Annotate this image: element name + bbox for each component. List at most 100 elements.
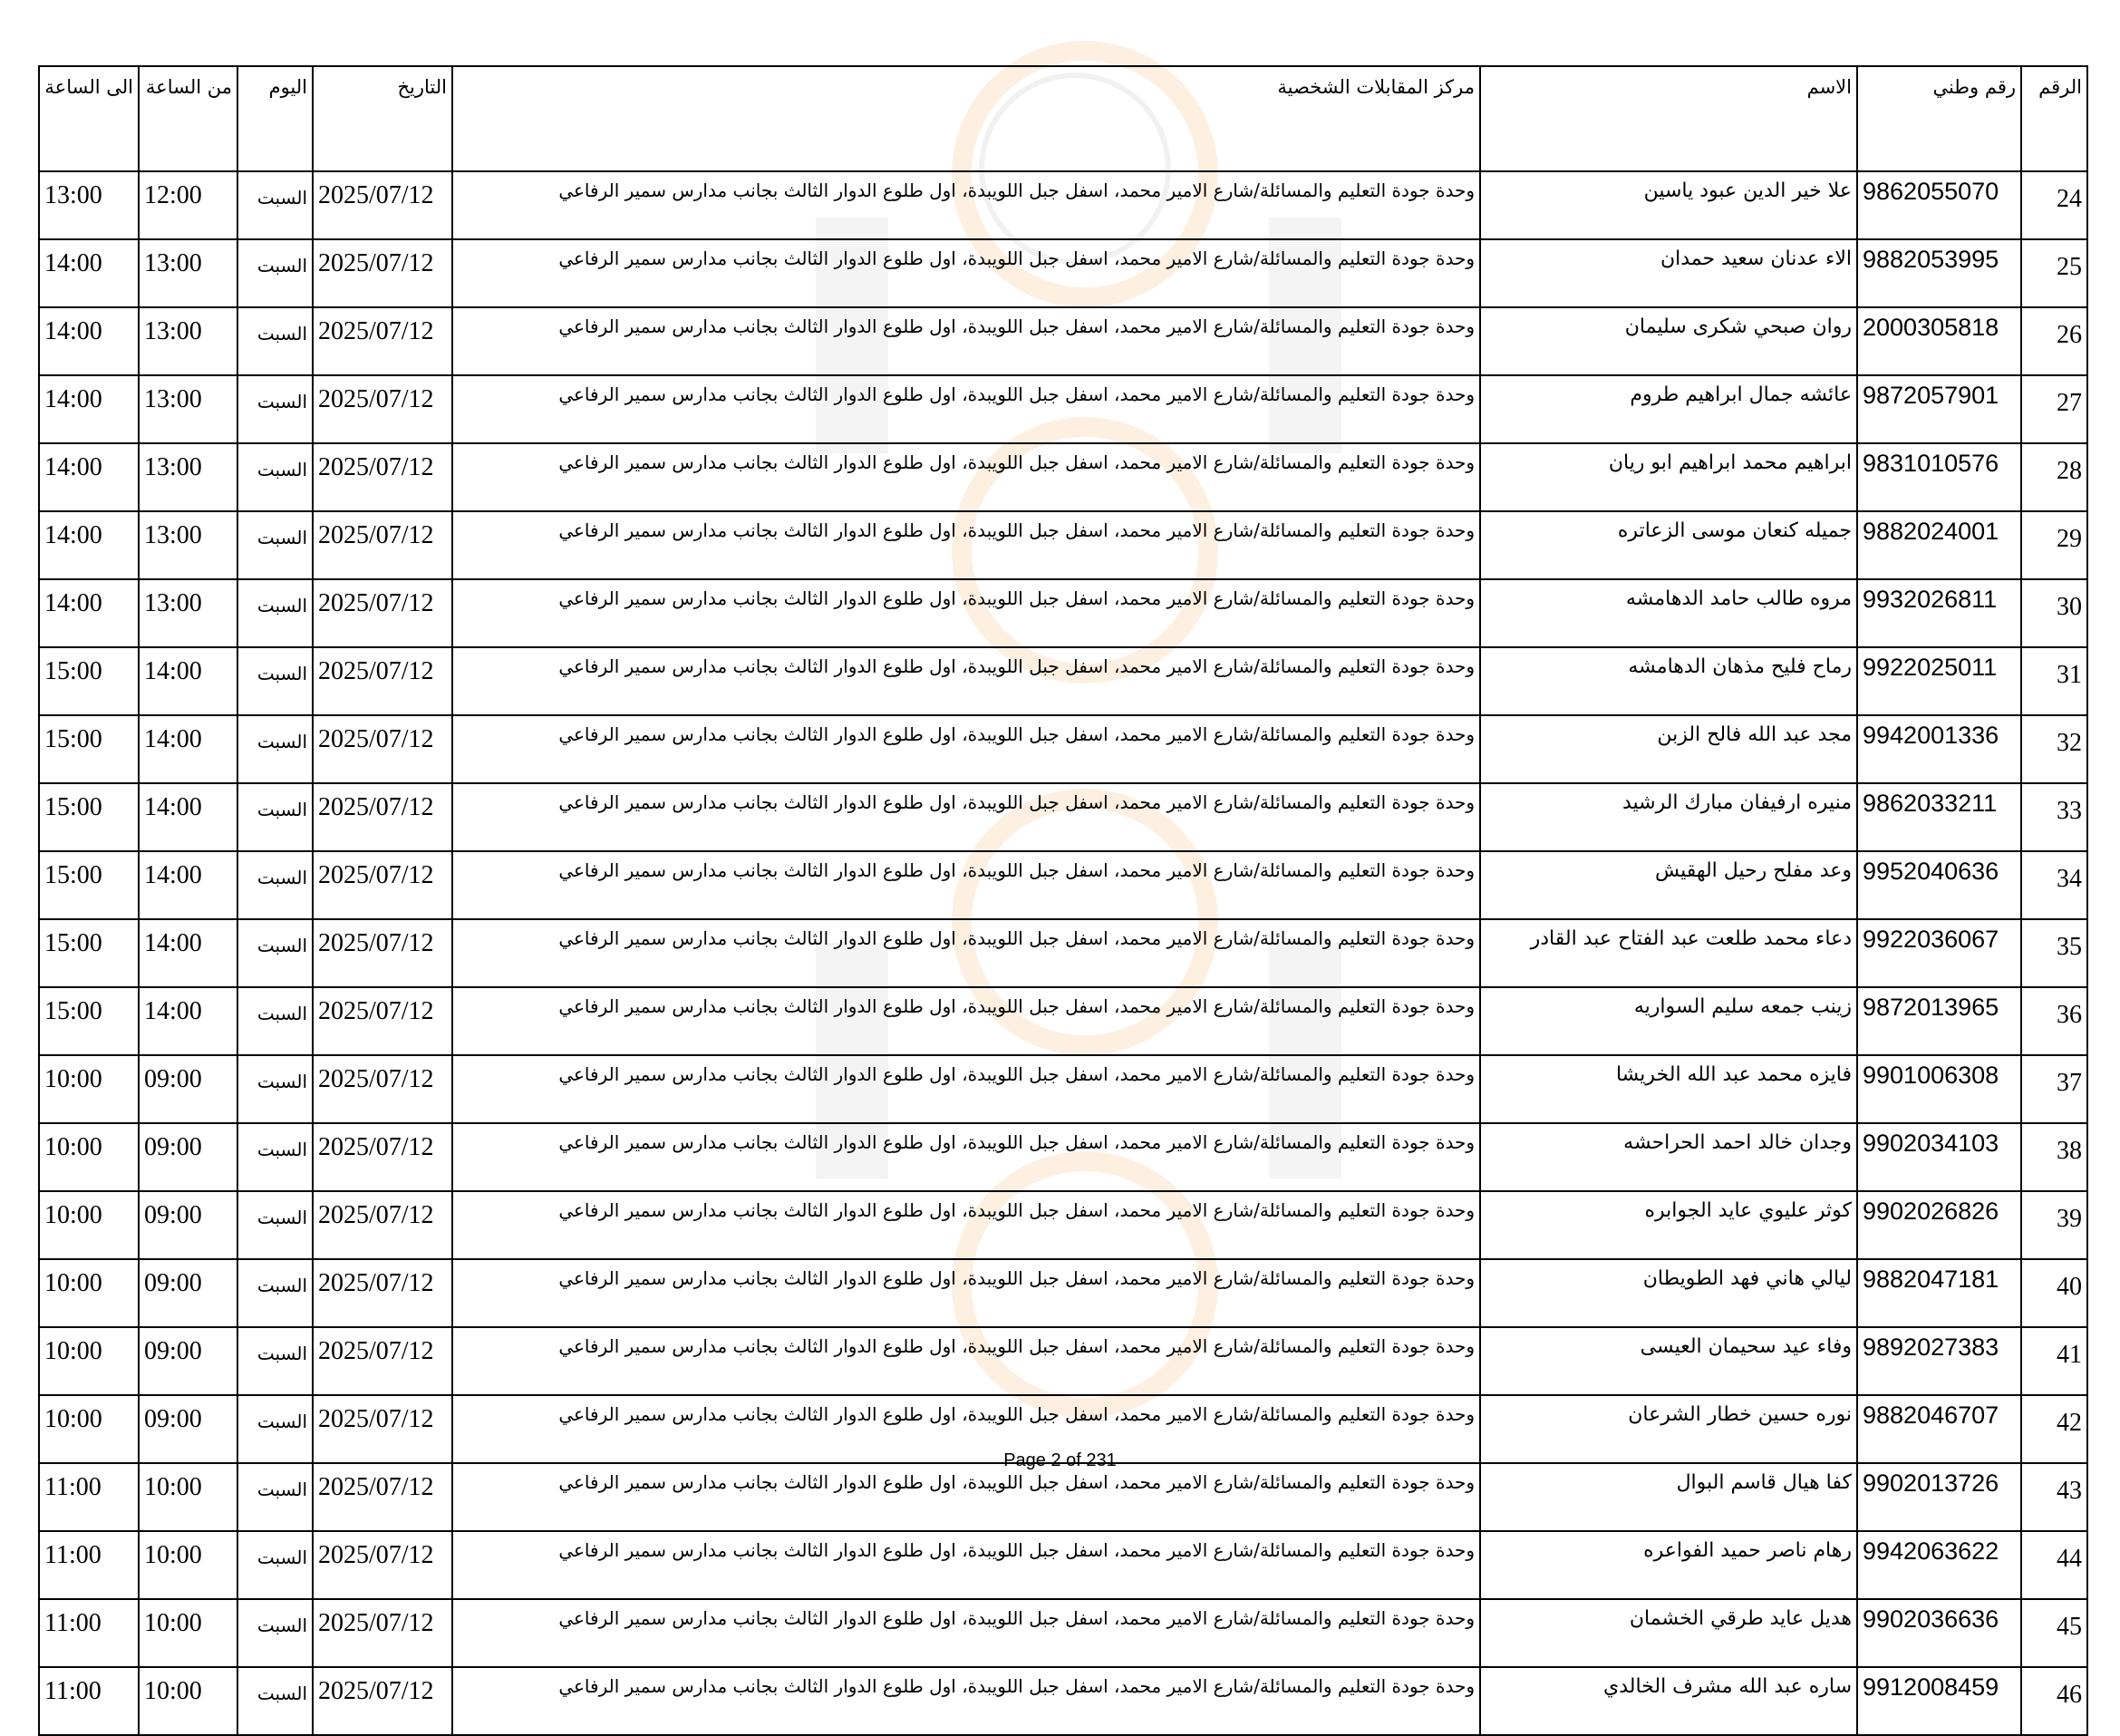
interview-center: وحدة جودة التعليم والمسائلة/شارع الامير … [451,1258,1481,1328]
time-to: 14:00 [38,374,140,444]
time-to: 11:00 [38,1666,140,1736]
table-row: 29 9882024001 جميله كنعان موسى الزعاتره وحد… [38,510,2088,580]
row-number: 33 [2020,782,2088,852]
header-name: الاسم [1479,65,1858,172]
time-from: 10:00 [138,1598,238,1668]
interview-day: السبت [237,714,314,784]
table-row: 44 9942063622 رهام ناصر حميد الفواعره وحدة … [38,1530,2088,1600]
time-from: 14:00 [138,986,238,1056]
row-number: 46 [2020,1666,2088,1736]
applicant-name: نوره حسين خطار الشرعان [1479,1394,1858,1464]
interview-center: وحدة جودة التعليم والمسائلة/شارع الامير … [451,714,1481,784]
interview-center: وحدة جودة التعليم والمسائلة/شارع الامير … [451,850,1481,920]
time-from: 14:00 [138,850,238,920]
time-to: 10:00 [38,1122,140,1192]
applicant-name: وعد مفلح رحيل الهقيش [1479,850,1858,920]
interview-day: السبت [237,1258,314,1328]
interview-center: وحدة جودة التعليم والمسائلة/شارع الامير … [451,1666,1481,1736]
header-row-no: الرقم [2020,65,2088,172]
national-id: 9942001336 [1856,714,2022,784]
interview-date: 2025/07/12 [312,374,453,444]
applicant-name: ليالي هاني فهد الطويطان [1479,1258,1858,1328]
applicant-name: هديل عايد طرقي الخشمان [1479,1598,1858,1668]
applicant-name: رماح فليح مذهان الدهامشه [1479,646,1858,716]
time-to: 15:00 [38,986,140,1056]
applicant-name: روان صبحي شكرى سليمان [1479,306,1858,376]
interview-center: وحدة جودة التعليم والمسائلة/شارع الامير … [451,578,1481,648]
national-id: 9882024001 [1856,510,2022,580]
time-to: 15:00 [38,714,140,784]
time-to: 11:00 [38,1598,140,1668]
interview-date: 2025/07/12 [312,850,453,920]
time-from: 12:00 [138,170,238,240]
applicant-name: رهام ناصر حميد الفواعره [1479,1530,1858,1600]
time-to: 14:00 [38,238,140,308]
table-row: 32 9942001336 مجد عبد الله فالح الزبن وحدة … [38,714,2088,784]
table-row: 26 2000305818 روان صبحي شكرى سليمان وحدة جو… [38,306,2088,376]
time-to: 14:00 [38,510,140,580]
interview-center: وحدة جودة التعليم والمسائلة/شارع الامير … [451,1326,1481,1396]
national-id: 9882046707 [1856,1394,2022,1464]
applicant-name: ابراهيم محمد ابراهيم ابو ريان [1479,442,1858,512]
page-number: Page 2 of 231 [1003,1450,1117,1470]
interview-date: 2025/07/12 [312,1666,453,1736]
national-id: 9942063622 [1856,1530,2022,1600]
interview-center: وحدة جودة التعليم والمسائلة/شارع الامير … [451,238,1481,308]
interview-day: السبت [237,1326,314,1396]
table-row: 45 9902036636 هديل عايد طرقي الخشمان وحدة ج… [38,1598,2088,1668]
interview-day: السبت [237,1530,314,1600]
header-row: الرقم رقم وطني الاسم مركز المقابلات الشخ… [38,65,2088,172]
time-from: 13:00 [138,306,238,376]
interview-day: السبت [237,170,314,240]
table-row: 46 9912008459 ساره عبد الله مشرف الخالدي وح… [38,1666,2088,1736]
interview-schedule-table: الرقم رقم وطني الاسم مركز المقابلات الشخ… [38,65,2088,1736]
interview-date: 2025/07/12 [312,986,453,1056]
national-id: 9892027383 [1856,1326,2022,1396]
row-number: 41 [2020,1326,2088,1396]
interview-day: السبت [237,442,314,512]
row-number: 34 [2020,850,2088,920]
applicant-name: منيره ارفيفان مبارك الرشيد [1479,782,1858,852]
interview-date: 2025/07/12 [312,1326,453,1396]
applicant-name: زينب جمعه سليم السواريه [1479,986,1858,1056]
interview-date: 2025/07/12 [312,1258,453,1328]
row-number: 32 [2020,714,2088,784]
national-id: 9831010576 [1856,442,2022,512]
interview-date: 2025/07/12 [312,170,453,240]
national-id: 9872057901 [1856,374,2022,444]
interview-day: السبت [237,1122,314,1192]
row-number: 40 [2020,1258,2088,1328]
time-from: 13:00 [138,578,238,648]
table-row: 43 9902013726 كفا هيال قاسم البوال وحدة جود… [38,1462,2088,1532]
row-number: 29 [2020,510,2088,580]
header-from: من الساعة [138,65,238,172]
time-from: 13:00 [138,374,238,444]
interview-center: وحدة جودة التعليم والمسائلة/شارع الامير … [451,1462,1481,1532]
time-to: 15:00 [38,782,140,852]
row-number: 30 [2020,578,2088,648]
time-to: 15:00 [38,646,140,716]
time-to: 11:00 [38,1462,140,1532]
time-to: 14:00 [38,442,140,512]
applicant-name: مروه طالب حامد الدهامشه [1479,578,1858,648]
interview-day: السبت [237,374,314,444]
table-row: 42 9882046707 نوره حسين خطار الشرعان وحدة ج… [38,1394,2088,1464]
time-from: 10:00 [138,1530,238,1600]
table-row: 33 9862033211 منيره ارفيفان مبارك الرشيد وح… [38,782,2088,852]
applicant-name: دعاء محمد طلعت عبد الفتاح عبد القادر [1479,918,1858,988]
time-from: 14:00 [138,646,238,716]
interview-center: وحدة جودة التعليم والمسائلة/شارع الامير … [451,1122,1481,1192]
time-to: 10:00 [38,1394,140,1464]
time-from: 09:00 [138,1258,238,1328]
interview-center: وحدة جودة التعليم والمسائلة/شارع الامير … [451,1530,1481,1600]
interview-date: 2025/07/12 [312,1054,453,1124]
interview-date: 2025/07/12 [312,714,453,784]
header-day: اليوم [237,65,314,172]
interview-day: السبت [237,1462,314,1532]
table-row: 30 9932026811 مروه طالب حامد الدهامشه وحدة … [38,578,2088,648]
applicant-name: وفاء عيد سحيمان العيسى [1479,1326,1858,1396]
time-from: 14:00 [138,714,238,784]
national-id: 9922025011 [1856,646,2022,716]
interview-day: السبت [237,1190,314,1260]
applicant-name: ساره عبد الله مشرف الخالدي [1479,1666,1858,1736]
